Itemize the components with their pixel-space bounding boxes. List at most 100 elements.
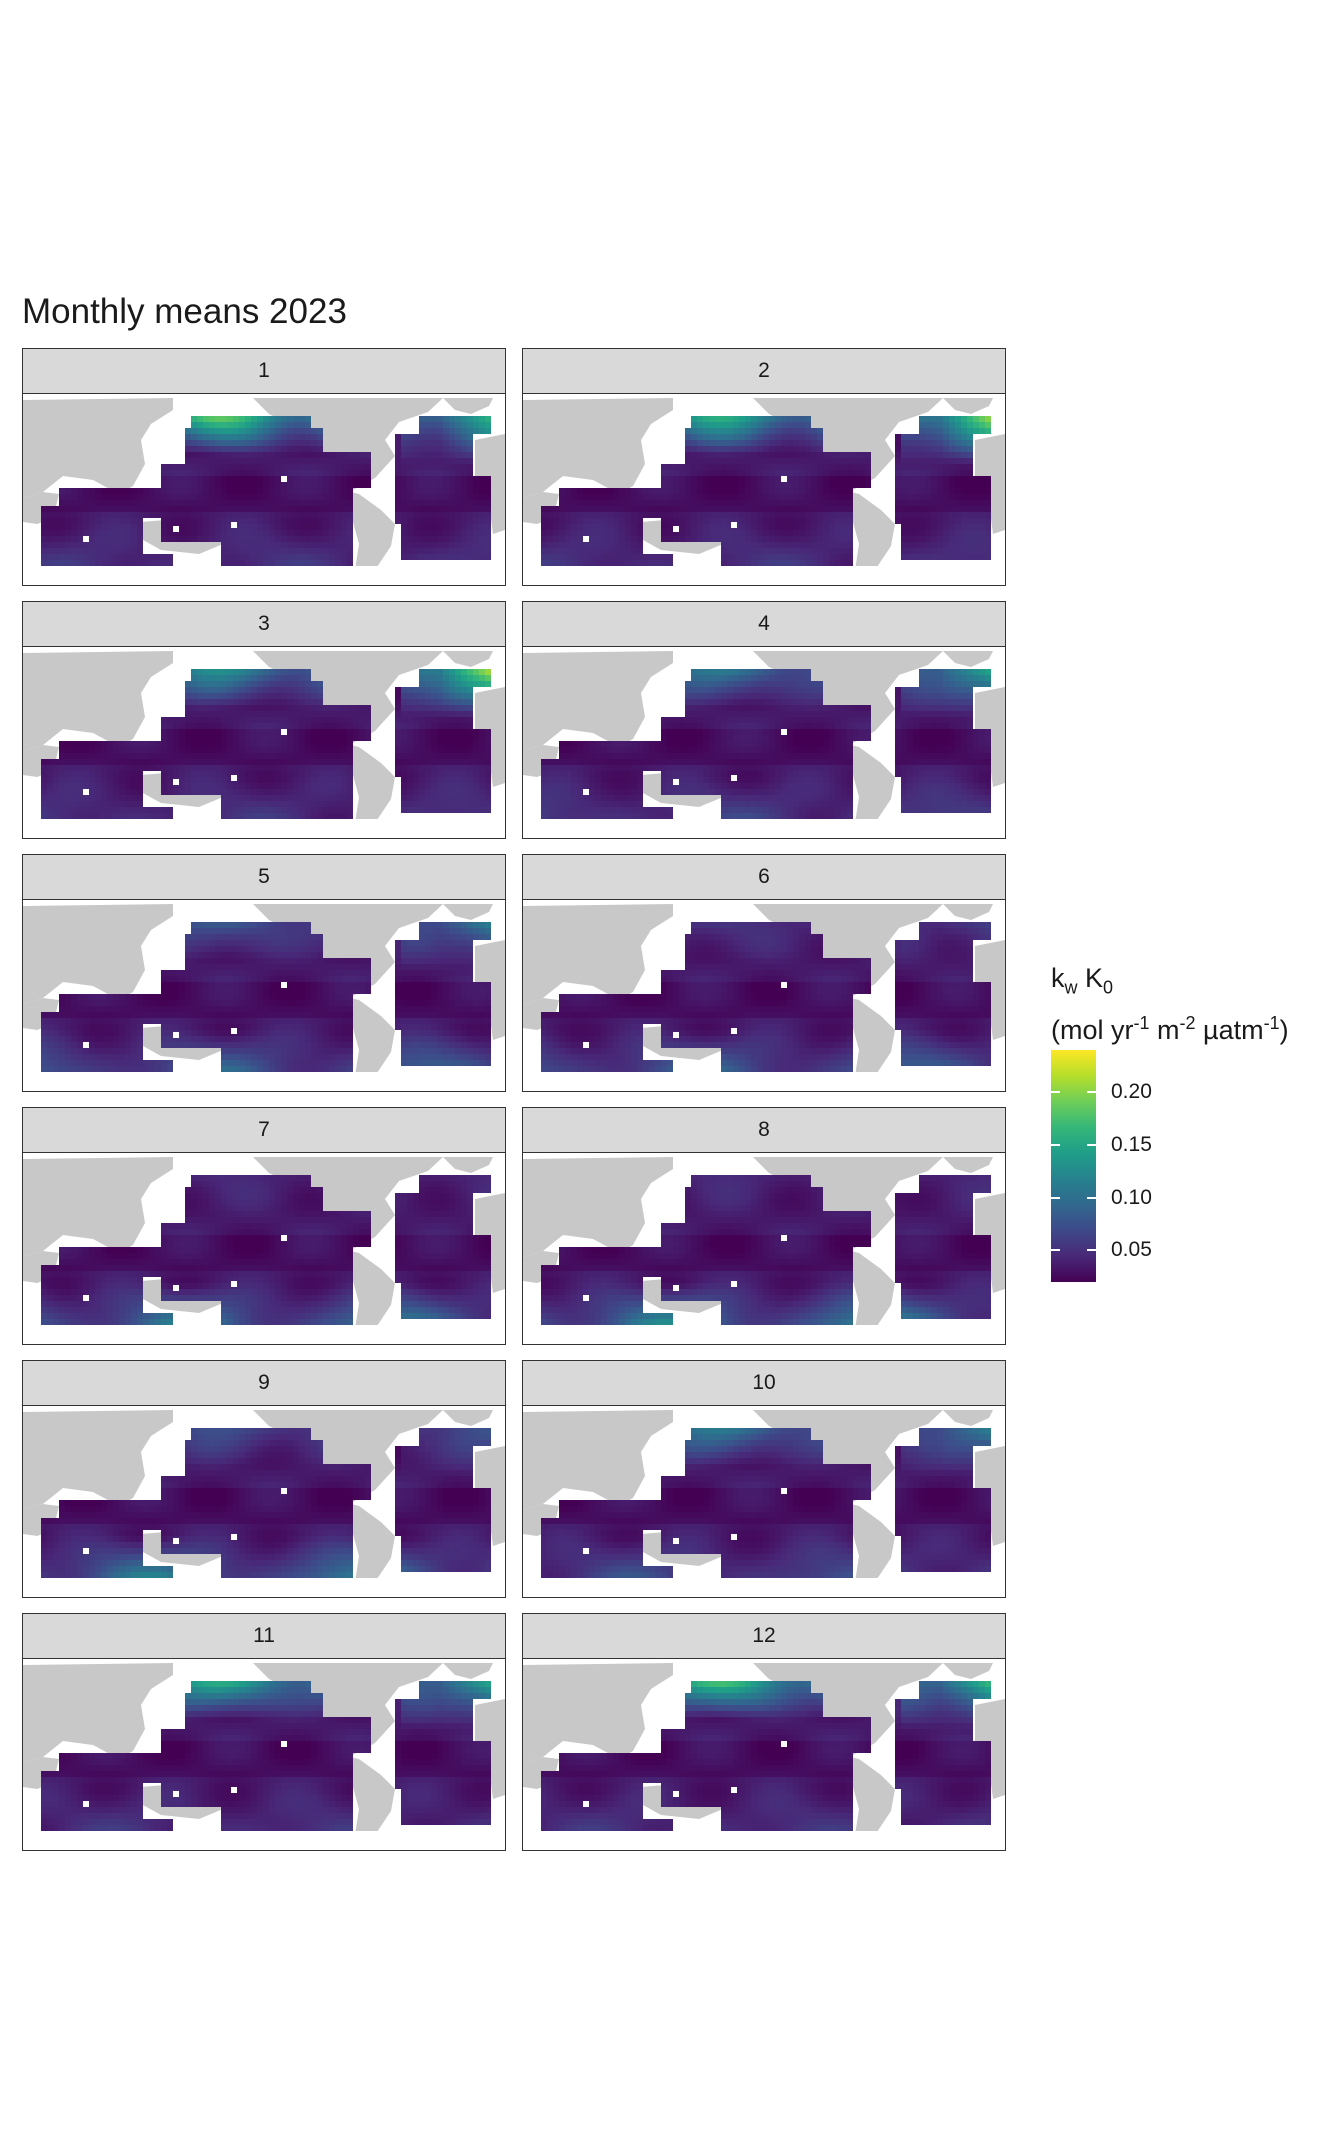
ocean-cell bbox=[619, 548, 625, 554]
ocean-cell bbox=[697, 741, 703, 747]
ocean-cell bbox=[479, 789, 485, 795]
ocean-cell bbox=[685, 771, 691, 777]
ocean-cell bbox=[805, 723, 811, 729]
ocean-cell bbox=[263, 434, 269, 440]
ocean-cell bbox=[745, 735, 751, 741]
ocean-cell bbox=[937, 717, 943, 723]
ocean-cell bbox=[437, 530, 443, 536]
ocean-cell bbox=[449, 494, 455, 500]
ocean-cell bbox=[59, 771, 65, 777]
ocean-cell bbox=[407, 554, 413, 560]
ocean-cell bbox=[269, 500, 275, 506]
ocean-cell bbox=[227, 548, 233, 554]
ocean-cell bbox=[685, 488, 691, 494]
ocean-cell bbox=[221, 777, 227, 783]
ocean-cell bbox=[799, 512, 805, 518]
ocean-cell bbox=[443, 669, 449, 675]
land-mass bbox=[443, 651, 493, 667]
ocean-cell bbox=[443, 476, 449, 482]
ocean-cell bbox=[787, 560, 793, 566]
ocean-cell bbox=[985, 759, 991, 765]
ocean-cell bbox=[835, 512, 841, 518]
ocean-cell bbox=[179, 747, 185, 753]
ocean-cell bbox=[985, 777, 991, 783]
ocean-cell bbox=[973, 753, 979, 759]
ocean-cell bbox=[443, 771, 449, 777]
ocean-cell bbox=[829, 482, 835, 488]
ocean-cell bbox=[113, 813, 119, 819]
ocean-cell bbox=[937, 524, 943, 530]
ocean-cell bbox=[419, 458, 425, 464]
ocean-cell bbox=[751, 687, 757, 693]
ocean-cell bbox=[733, 464, 739, 470]
ocean-cell bbox=[655, 500, 661, 506]
ocean-cell bbox=[401, 542, 407, 548]
ocean-cell bbox=[847, 777, 853, 783]
ocean-cell bbox=[107, 500, 113, 506]
ocean-cell bbox=[985, 741, 991, 747]
ocean-cell bbox=[209, 705, 215, 711]
ocean-cell bbox=[703, 777, 709, 783]
ocean-cell bbox=[323, 729, 329, 735]
ocean-cell bbox=[943, 759, 949, 765]
ocean-cell bbox=[847, 753, 853, 759]
ocean-cell bbox=[275, 542, 281, 548]
ocean-cell bbox=[185, 434, 191, 440]
ocean-cell bbox=[817, 705, 823, 711]
ocean-cell bbox=[209, 669, 215, 675]
ocean-cell bbox=[727, 765, 733, 771]
ocean-cell bbox=[559, 789, 565, 795]
ocean-cell bbox=[335, 542, 341, 548]
ocean-cell bbox=[847, 470, 853, 476]
ocean-cell bbox=[209, 422, 215, 428]
ocean-cell bbox=[943, 524, 949, 530]
ocean-cell bbox=[263, 452, 269, 458]
ocean-cell bbox=[601, 560, 607, 566]
ocean-cell bbox=[233, 464, 239, 470]
ocean-cell bbox=[293, 494, 299, 500]
ocean-cell bbox=[77, 560, 83, 566]
ocean-cell bbox=[203, 735, 209, 741]
ocean-cell bbox=[703, 446, 709, 452]
ocean-cell bbox=[553, 560, 559, 566]
ocean-cell bbox=[829, 783, 835, 789]
ocean-cell bbox=[943, 458, 949, 464]
ocean-cell bbox=[131, 801, 137, 807]
ocean-cell bbox=[703, 711, 709, 717]
ocean-cell bbox=[167, 524, 173, 530]
ocean-cell bbox=[541, 518, 547, 524]
ocean-cell bbox=[401, 717, 407, 723]
ocean-cell bbox=[455, 464, 461, 470]
ocean-cell bbox=[239, 675, 245, 681]
ocean-cell bbox=[281, 753, 287, 759]
no-data-band bbox=[23, 819, 505, 838]
ocean-cell bbox=[197, 440, 203, 446]
ocean-cell bbox=[461, 675, 467, 681]
ocean-cell bbox=[209, 741, 215, 747]
ocean-cell bbox=[703, 482, 709, 488]
ocean-cell bbox=[589, 759, 595, 765]
ocean-cell bbox=[943, 452, 949, 458]
ocean-cell bbox=[979, 422, 985, 428]
ocean-cell bbox=[281, 482, 287, 488]
ocean-cell bbox=[461, 416, 467, 422]
ocean-cell bbox=[311, 771, 317, 777]
ocean-cell bbox=[233, 807, 239, 813]
ocean-cell bbox=[269, 741, 275, 747]
ocean-cell bbox=[89, 765, 95, 771]
ocean-cell bbox=[817, 681, 823, 687]
ocean-cell bbox=[353, 476, 359, 482]
ocean-cell bbox=[215, 699, 221, 705]
ocean-cell bbox=[733, 494, 739, 500]
ocean-cell bbox=[685, 765, 691, 771]
ocean-cell bbox=[595, 506, 601, 512]
ocean-cell bbox=[443, 530, 449, 536]
ocean-cell bbox=[811, 428, 817, 434]
ocean-cell bbox=[901, 747, 907, 753]
ocean-cell bbox=[443, 422, 449, 428]
ocean-cell bbox=[745, 783, 751, 789]
ocean-cell bbox=[673, 735, 679, 741]
ocean-cell bbox=[227, 542, 233, 548]
ocean-cell bbox=[973, 681, 979, 687]
ocean-cell bbox=[967, 753, 973, 759]
